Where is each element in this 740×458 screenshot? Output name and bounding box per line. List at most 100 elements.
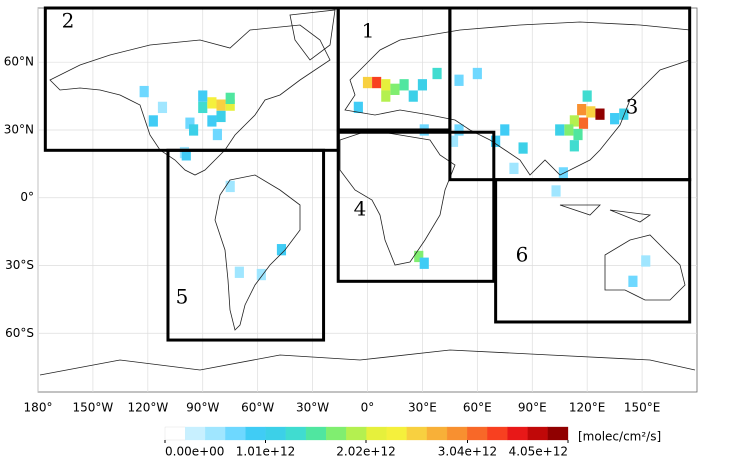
lon-tick-label: 90°W [186,401,219,415]
emission-cell [181,149,191,161]
colorbar-swatch [507,426,528,441]
emission-cell [139,85,149,98]
emission-cell [454,124,464,136]
emission-cell [148,115,158,127]
colorbar-swatch [285,426,307,441]
emission-cell [216,99,226,111]
emission-cell [414,250,424,263]
emission-cell [417,79,427,91]
lat-tick-label: 30°S [5,258,34,272]
lat-tick-label: 0° [20,190,34,204]
colorbar-swatch [467,426,488,441]
emission-cell [225,92,235,104]
emission-cell [551,185,561,197]
emission-cell [256,268,266,281]
lat-tick-label: 60°S [5,326,34,340]
emission-cell [432,67,442,80]
emission-cell [198,90,208,102]
lat-tick-label: 30°N [4,122,34,136]
emission-cell [381,90,391,102]
emission-cell [610,113,620,125]
emission-cell [399,79,409,91]
emission-cell [491,135,501,147]
colorbar-swatch [386,426,407,441]
colorbar-swatch [164,426,186,441]
lon-tick-label: 0° [361,401,375,415]
lon-tick-label: 150°W [73,401,114,415]
lon-tick-label: 60°W [241,401,274,415]
emission-cell [198,101,208,114]
emission-cell [619,108,629,120]
colorbar-swatch [184,426,206,441]
colorbar-swatch [265,426,287,441]
lon-tick-label: 150°E [624,401,661,415]
lon-tick-label: 120°E [569,401,606,415]
region-label: 1 [362,19,375,43]
emission-cell [564,124,574,136]
lon-tick-label: 120°W [127,401,168,415]
colorbar-swatch [205,426,226,441]
emission-cell [390,83,400,95]
lon-tick-label: 30°W [296,401,329,415]
emission-cell [276,244,287,256]
colorbar-swatch [366,426,387,441]
colorbar-swatch [487,426,508,441]
antarctica [39,349,696,376]
colorbar-swatch [346,426,367,441]
region-box [494,178,692,324]
emission-cell [578,117,589,129]
emission-cell [157,101,168,114]
emission-cell [225,180,235,193]
emission-cell [212,128,222,141]
emission-cell [582,90,592,102]
colorbar-swatch [446,426,468,441]
region-box [336,130,496,283]
lon-tick-label: 60°E [463,401,492,415]
lat-tick-label: 60°N [4,55,34,69]
region-label: 4 [354,197,367,221]
emission-cell [573,128,583,141]
colorbar-swatch [225,426,246,441]
emission-cell [207,97,217,109]
emission-cell [518,142,528,154]
colorbar-tick-label: 0.00e+00 [165,445,224,458]
emission-cell [586,106,596,118]
emission-cell [569,115,579,127]
south-america [214,174,301,331]
emission-cell [207,115,217,127]
australia [604,234,686,301]
emission-cell [454,74,464,86]
region-label: 5 [176,285,189,309]
colorbar-swatch [245,426,266,441]
indonesia [559,204,652,223]
emission-cell [577,104,587,116]
emission-cell [419,257,429,269]
colorbar-tick-label: 1.01e+12 [236,445,295,458]
colorbar-swatch [426,426,448,441]
north-america [49,24,331,176]
colorbar-swatch [305,426,327,441]
emission-cell [362,76,373,89]
lon-tick-label: 90°E [518,401,547,415]
emission-cell [225,99,235,111]
emission-cell [500,124,510,136]
colorbar-swatch [547,426,569,441]
colorbar-unit: [molec/cm²/s] [578,430,661,444]
colorbar-tick-label: 4.05e+12 [509,445,568,458]
lon-tick-label: 180° [24,401,53,415]
colorbar-tick-label: 2.02e+12 [336,445,395,458]
region-label: 2 [62,9,75,33]
region-box [166,148,326,342]
emission-cell [353,101,363,114]
emission-cell [216,110,226,123]
greenland [289,9,336,61]
emission-cell [472,67,482,80]
emission-cell [628,275,638,287]
emission-cell [408,90,418,102]
emission-cell [595,108,605,120]
emission-cell [372,76,382,89]
colorbar-swatch [406,426,428,441]
emission-cell [641,255,651,267]
emission-cell [555,124,565,136]
